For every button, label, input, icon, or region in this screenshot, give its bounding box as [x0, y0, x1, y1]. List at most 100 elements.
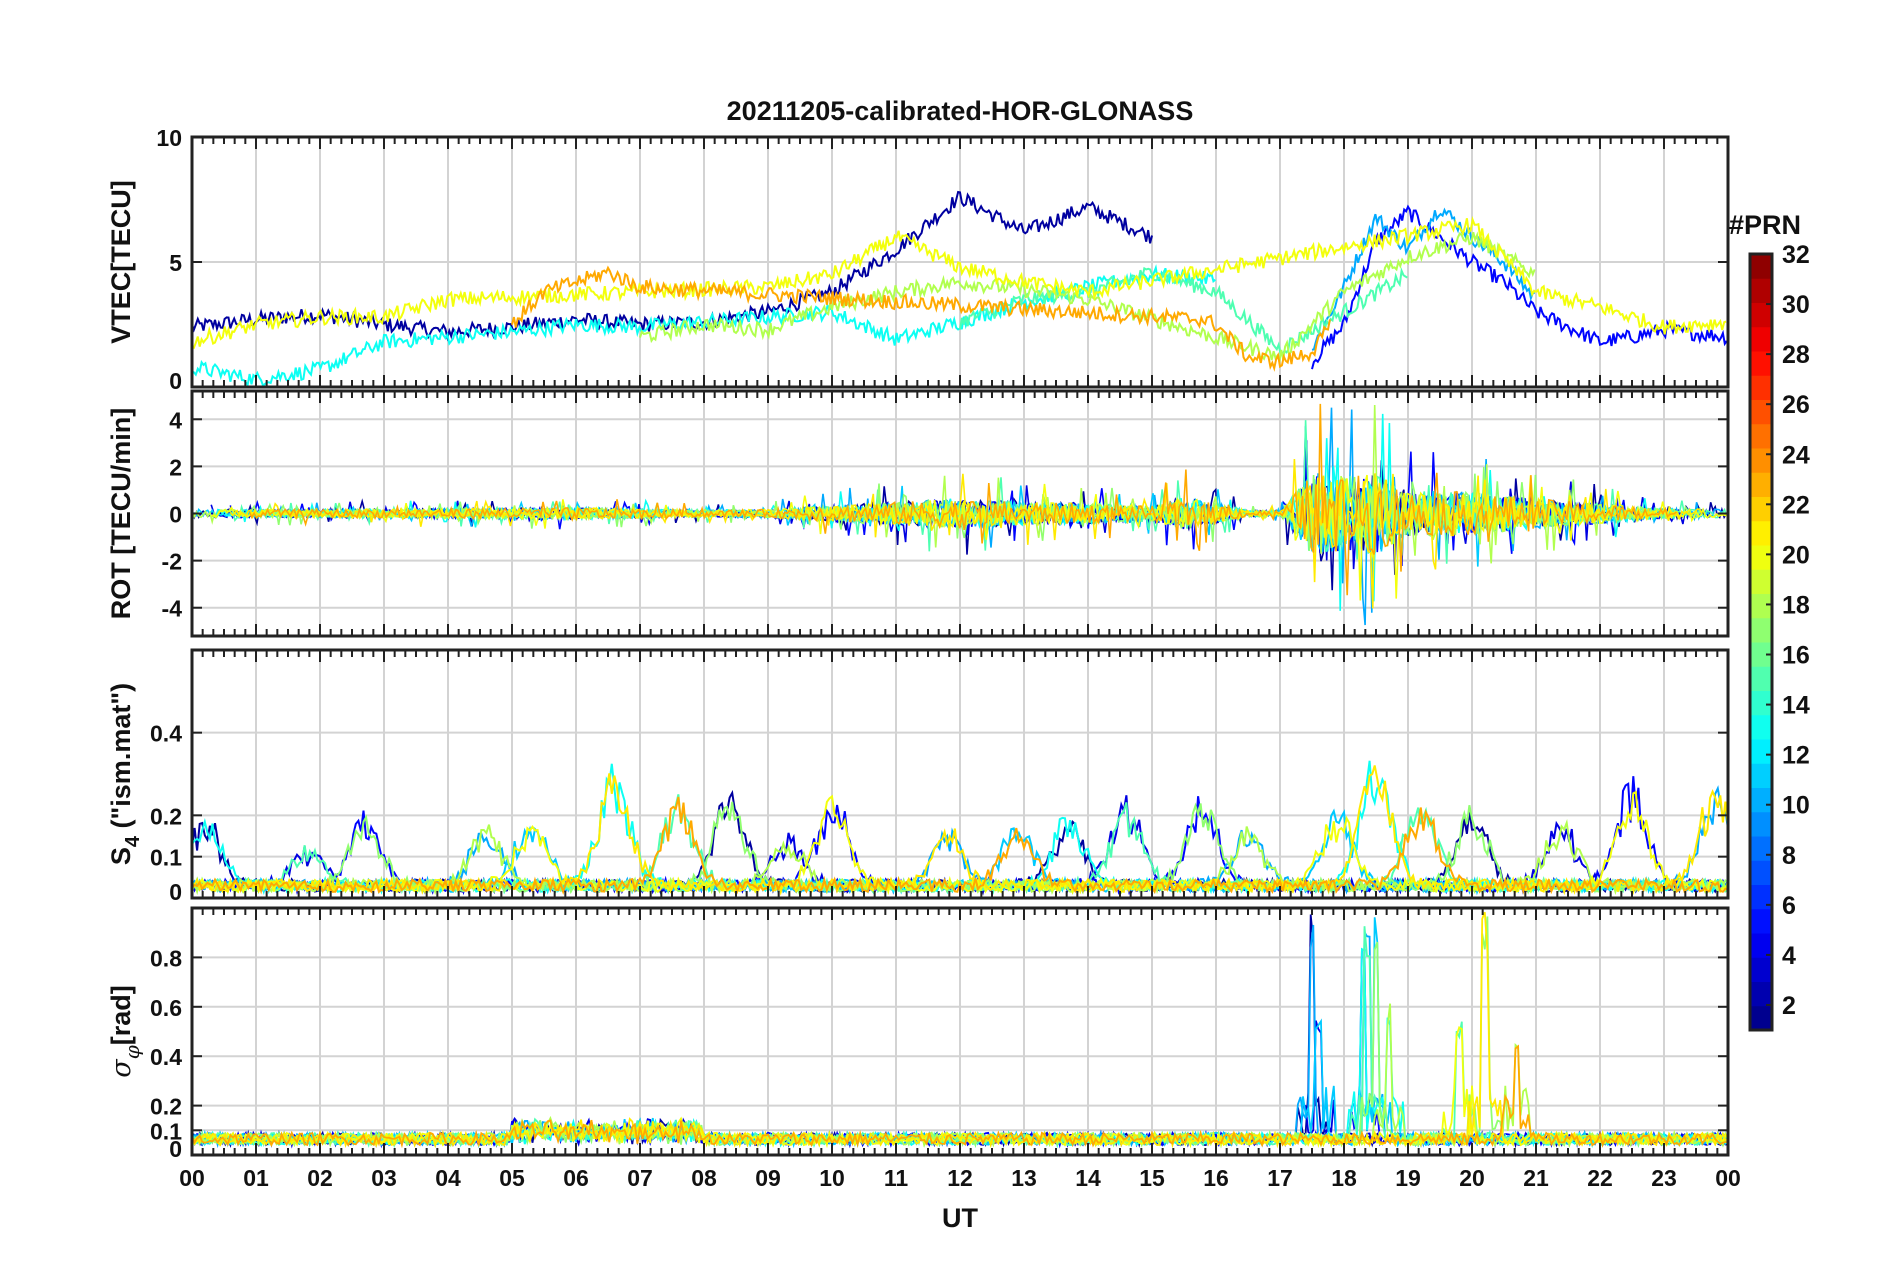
- colorbar-tick-label: 26: [1782, 391, 1810, 419]
- colorbar-segment: [1750, 375, 1772, 400]
- x-tick-label: 21: [1523, 1165, 1549, 1191]
- colorbar-segment: [1750, 326, 1772, 352]
- x-tick-label: 11: [884, 1165, 909, 1191]
- colorbar-segment: [1750, 302, 1772, 328]
- colorbar-tick-label: 30: [1782, 291, 1810, 319]
- x-tick-label: 16: [1203, 1165, 1229, 1191]
- colorbar-segment: [1750, 981, 1772, 1007]
- s4-series-prn-21: [192, 765, 1728, 896]
- x-tick-label: 04: [435, 1165, 461, 1191]
- sigma_phi-ytick-label: 0.8: [150, 945, 182, 971]
- chart-title: 20211205-calibrated-HOR-GLONASS: [727, 96, 1194, 126]
- colorbar-segment: [1750, 520, 1772, 546]
- vtec-ylabel: VTEC[TECU]: [106, 180, 136, 344]
- sigma_phi-ytick-label: 0.6: [150, 995, 182, 1021]
- rot-series-prn-20: [210, 474, 1728, 601]
- colorbar-segment: [1750, 836, 1772, 861]
- vtec-ytick-label: 0: [169, 368, 182, 394]
- colorbar-segment: [1750, 933, 1772, 958]
- x-tick-label: 15: [1139, 1165, 1165, 1191]
- x-tick-label: 18: [1331, 1165, 1357, 1191]
- colorbar-segment: [1750, 811, 1772, 837]
- vtec-grid: [191, 136, 1729, 388]
- panel-vtec: 0 5 10 VTEC[TECU]: [106, 125, 1730, 394]
- s4-x-ticks: [191, 650, 1729, 898]
- x-tick-label: 20: [1459, 1165, 1485, 1191]
- x-tick-label: 02: [307, 1165, 333, 1191]
- panel-s4: 0 0.1 0.2 0.4S4 ("ism.mat"): [106, 648, 1730, 905]
- colorbar-tick-label: 10: [1782, 792, 1810, 820]
- x-tick-label: 17: [1267, 1165, 1293, 1191]
- rot-ytick-label: 0: [169, 502, 182, 528]
- colorbar-segment: [1750, 593, 1772, 619]
- vtec-series-prn-10: [1311, 207, 1536, 351]
- colorbar-segment: [1750, 569, 1772, 594]
- x-tick-label: 09: [755, 1165, 781, 1191]
- rot-ytick-label: 4: [169, 407, 182, 433]
- s4-ytick-label: 0.2: [150, 803, 182, 829]
- colorbar-tick-label: 4: [1782, 942, 1796, 970]
- colorbar-segment: [1750, 714, 1772, 740]
- colorbar-frame: [1748, 252, 1774, 1032]
- colorbar-segment: [1750, 884, 1772, 910]
- vtec-series-prn-15: [959, 266, 1408, 356]
- colorbar-segment: [1750, 496, 1772, 522]
- colorbar-tick-label: 12: [1782, 742, 1810, 770]
- x-tick-label: 22: [1587, 1165, 1613, 1191]
- x-tick-label: 10: [819, 1165, 845, 1191]
- colorbar-segment: [1750, 254, 1772, 279]
- colorbar-tick-label: 22: [1782, 491, 1810, 519]
- vtec-series-prn-23: [511, 265, 1331, 372]
- x-tick-label: 01: [243, 1165, 269, 1191]
- colorbar-segment: [1750, 763, 1772, 788]
- x-tick-label: 08: [691, 1165, 717, 1191]
- s4-ytick-label: 0.4: [150, 721, 182, 747]
- colorbar-tick-label: 18: [1782, 591, 1810, 619]
- sigma_phi-x-ticks: [191, 908, 1729, 1155]
- colorbar-title: #PRN: [1729, 210, 1801, 240]
- colorbar-segment: [1750, 399, 1772, 425]
- vtec-x-ticks: [191, 137, 1729, 387]
- x-tick-label: 23: [1651, 1165, 1677, 1191]
- colorbar-segment: [1750, 642, 1772, 667]
- colorbar-tick-label: 6: [1782, 892, 1796, 920]
- colorbar-segment: [1750, 957, 1772, 982]
- x-tick-labels: 00 01 02 03 04 05 06 07 08 09 10 11 12 13 14 15 16 17 18 19…: [179, 1165, 1741, 1191]
- colorbar-segment: [1750, 690, 1772, 716]
- vtec-ytick-label: 5: [169, 250, 182, 276]
- vtec-ytick-label: 10: [156, 125, 182, 151]
- rot-data: [192, 403, 1728, 626]
- x-tick-label: 12: [947, 1165, 973, 1191]
- colorbar-segment: [1750, 351, 1772, 376]
- vtec-series-prn-5: [1311, 204, 1728, 370]
- x-tick-label: 00: [179, 1165, 205, 1191]
- sigma_phi-ytick-label: 0.4: [150, 1044, 182, 1070]
- vtec-series-prn-18: [639, 231, 1536, 365]
- x-tick-label: 19: [1395, 1165, 1421, 1191]
- colorbar-tick-label: 24: [1782, 441, 1810, 469]
- rot-series-prn-23: [248, 403, 1677, 596]
- x-tick-label: 14: [1075, 1165, 1101, 1191]
- colorbar-tick-label: 28: [1782, 341, 1810, 369]
- colorbar-segment: [1750, 617, 1772, 643]
- colorbar-segment: [1750, 908, 1772, 934]
- colorbar-tick-label: 8: [1782, 842, 1796, 870]
- colorbar-segment: [1750, 448, 1772, 473]
- colorbar-segment: [1750, 739, 1772, 764]
- vtec-series-prn-20: [192, 216, 1727, 350]
- s4-ytick-label: 0: [169, 879, 182, 905]
- rot-x-ticks: [191, 391, 1729, 636]
- rot-ytick-label: 2: [169, 454, 182, 480]
- colorbar-tick-label: 16: [1782, 642, 1810, 670]
- colorbar-segment: [1750, 472, 1772, 497]
- colorbar-segment: [1750, 278, 1772, 303]
- rot-ylabel: ROT [TECU/min]: [106, 408, 136, 619]
- x-tick-label: 06: [563, 1165, 589, 1191]
- rot-series-prn-15: [229, 420, 1728, 564]
- colorbar-segment: [1750, 860, 1772, 885]
- colorbar-segment: [1750, 787, 1772, 813]
- colorbar-segment: [1750, 423, 1772, 449]
- x-axis-label: UT: [942, 1203, 978, 1233]
